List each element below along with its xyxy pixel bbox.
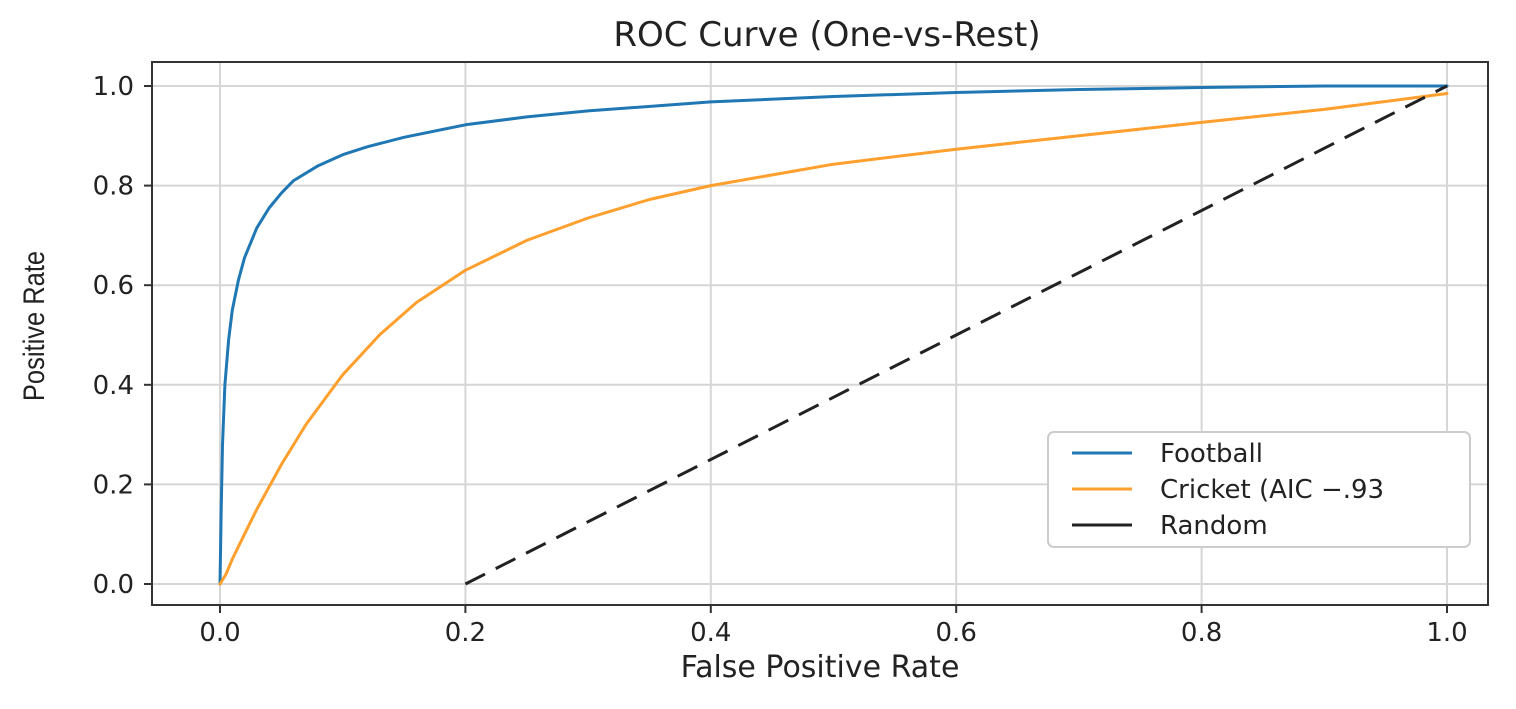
series-layer <box>218 84 1449 586</box>
y-tick-label: 0.0 <box>93 570 134 600</box>
grid <box>152 62 1488 605</box>
legend-label-football: Football <box>1160 439 1263 469</box>
series-line-cricket <box>218 92 1449 586</box>
legend-label-cricket: Cricket (AIC −.93 <box>1160 475 1384 505</box>
y-tick-label: 1.0 <box>93 72 134 102</box>
y-tick-label: 0.6 <box>93 271 134 301</box>
plot-frame <box>151 61 1489 606</box>
x-tick-label: 0.0 <box>199 618 240 648</box>
y-tick-label: 0.2 <box>93 470 134 500</box>
x-tick-label: 0.2 <box>445 618 486 648</box>
x-tick-label: 0.6 <box>936 618 977 648</box>
x-tick-label: 0.4 <box>690 618 731 648</box>
chart-title: ROC Curve (One-vs-Rest) <box>613 15 1040 55</box>
y-tick-label: 0.4 <box>93 371 134 401</box>
x-tick-label: 1.0 <box>1426 618 1467 648</box>
x-tick-label: 0.8 <box>1181 618 1222 648</box>
legend-box <box>1047 431 1471 548</box>
legend-label-random: Random <box>1160 511 1268 541</box>
series-line-random <box>464 84 1448 586</box>
y-tick-labels: 0.0 0.2 0.4 0.6 0.8 1.0 <box>93 72 152 600</box>
y-axis-label: Positive Rate <box>17 251 50 401</box>
y-tick-label: 0.8 <box>93 172 134 202</box>
series-line-football <box>218 84 1449 586</box>
legend: Football Cricket (AIC −.93 Random <box>1047 431 1471 548</box>
x-tick-labels: 0.0 0.2 0.4 0.6 0.8 1.0 <box>199 605 1468 648</box>
x-axis-label: False Positive Rate <box>681 650 960 685</box>
